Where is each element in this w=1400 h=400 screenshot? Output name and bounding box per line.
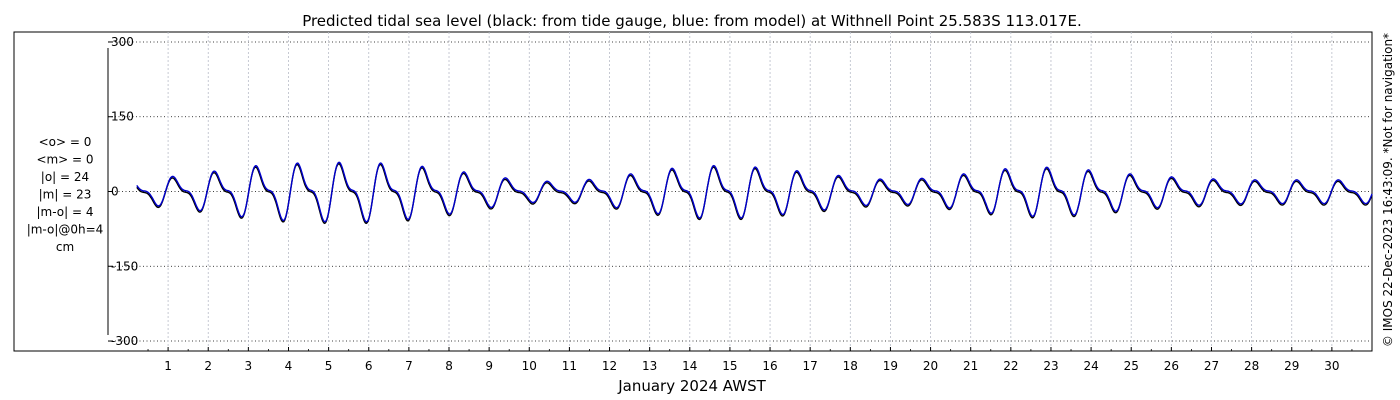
- x-tick-label: 2: [204, 359, 212, 373]
- x-tick-label: 25: [1124, 359, 1139, 373]
- y-axis: 300 150 0 -150 -300: [107, 35, 138, 348]
- x-tick-label: 14: [682, 359, 697, 373]
- x-tick-label: 7: [405, 359, 413, 373]
- x-axis-label: January 2024 AWST: [617, 377, 766, 395]
- x-tick-label: 27: [1204, 359, 1219, 373]
- x-tick-label: 12: [602, 359, 617, 373]
- stat-line: |m| = 23: [39, 188, 92, 202]
- y-tick-label: 300: [111, 35, 134, 49]
- x-tick-label: 22: [1003, 359, 1018, 373]
- x-tick-label: 29: [1284, 359, 1299, 373]
- x-tick-label: 5: [325, 359, 333, 373]
- stat-line: <m> = 0: [36, 153, 93, 167]
- x-tick-label: 19: [883, 359, 898, 373]
- y-tick-label: -300: [111, 334, 138, 348]
- y-tick-label: 0: [111, 185, 119, 199]
- x-tick-label: 6: [365, 359, 373, 373]
- stat-line: <o> = 0: [39, 135, 92, 149]
- stat-line: |m-o| = 4: [37, 205, 94, 219]
- x-tick-label: 21: [963, 359, 978, 373]
- x-tick-label: 28: [1244, 359, 1259, 373]
- x-tick-label: 8: [445, 359, 453, 373]
- y-tick-label: -150: [111, 259, 138, 273]
- series-model-line: [136, 161, 1373, 223]
- copyright-note: © IMOS 22-Dec-2023 16:43:09. *Not for na…: [1381, 33, 1395, 347]
- y-tick-label: 150: [111, 110, 134, 124]
- x-tick-label: 4: [285, 359, 293, 373]
- stats-panel: <o> = 0 <m> = 0 |o| = 24 |m| = 23 |m-o| = 4 |…: [27, 135, 104, 254]
- stat-line: cm: [56, 240, 74, 254]
- stat-line: |o| = 24: [41, 170, 89, 184]
- x-tick-label: 9: [485, 359, 493, 373]
- x-axis: 1 2 3 4 5 6 7 8 9 10 11 12 13 14 15 16 17 18 19 20 21 22 23 24 2…: [147, 347, 1353, 373]
- x-tick-label: 30: [1324, 359, 1339, 373]
- x-tick-label: 3: [245, 359, 253, 373]
- chart-title: Predicted tidal sea level (black: from t…: [302, 12, 1082, 30]
- x-tick-label: 10: [522, 359, 537, 373]
- x-tick-label: 23: [1043, 359, 1058, 373]
- x-tick-label: 17: [803, 359, 818, 373]
- stat-line: |m-o|@0h=4: [27, 223, 104, 237]
- x-tick-label: 20: [923, 359, 938, 373]
- series-tide-gauge-line: [136, 163, 1373, 225]
- x-tick-label: 24: [1083, 359, 1098, 373]
- x-tick-label: 18: [843, 359, 858, 373]
- grid-lines: [108, 32, 1372, 351]
- x-tick-label: 11: [562, 359, 577, 373]
- x-tick-label: 13: [642, 359, 657, 373]
- x-tick-label: 26: [1164, 359, 1179, 373]
- x-tick-label: 15: [722, 359, 737, 373]
- x-tick-label: 1: [164, 359, 172, 373]
- x-tick-label: 16: [762, 359, 777, 373]
